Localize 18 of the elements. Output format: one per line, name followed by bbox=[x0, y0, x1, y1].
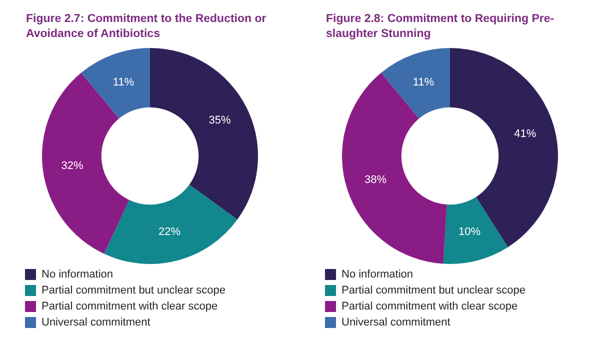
data-label: 35% bbox=[208, 114, 231, 126]
legend-label: Universal commitment bbox=[42, 316, 150, 329]
data-label: 38% bbox=[364, 174, 387, 186]
legend-label: Universal commitment bbox=[342, 316, 450, 329]
legend-label: No information bbox=[342, 268, 414, 281]
data-label: 41% bbox=[514, 128, 536, 140]
legend-label: Partial commitment but unclear scope bbox=[342, 284, 526, 297]
legend-label: Partial commitment with clear scope bbox=[342, 300, 518, 313]
legend-label: No information bbox=[42, 268, 114, 281]
chart-title: Figure 2.7: Commitment to the Reduction or Avoidance of Antibiotics bbox=[25, 12, 268, 42]
data-label: 11% bbox=[112, 76, 134, 88]
data-label: 10% bbox=[458, 226, 481, 238]
data-label: 32% bbox=[61, 160, 84, 172]
legend-label: Partial commitment with clear scope bbox=[42, 300, 218, 313]
legend-label: Partial commitment but unclear scope bbox=[42, 284, 226, 297]
data-label: 11% bbox=[412, 76, 434, 88]
data-label: 22% bbox=[158, 226, 181, 238]
chart-title: Figure 2.8: Commitment to Requiring Pre-slaughter Stunning bbox=[325, 12, 556, 42]
